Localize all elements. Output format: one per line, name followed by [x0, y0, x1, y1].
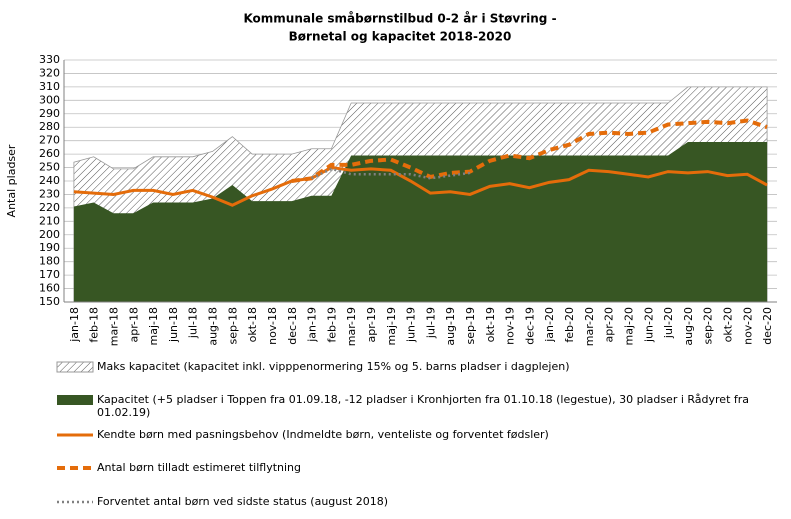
x-tick-label: jul-19 — [424, 307, 437, 339]
x-tick-label: dec-18 — [286, 307, 299, 345]
legend-label: Forventet antal børn ved sidste status (… — [97, 495, 389, 508]
y-tick-label: 170 — [39, 268, 60, 281]
x-tick-label: sep-18 — [226, 307, 239, 344]
legend-swatch — [57, 395, 93, 405]
x-tick-label: okt-19 — [484, 307, 497, 342]
x-tick-label: dec-19 — [523, 307, 536, 345]
y-tick-label: 190 — [39, 241, 60, 254]
legend-swatch — [56, 361, 94, 373]
y-tick-label: 180 — [39, 255, 60, 268]
x-tick-label: jun-19 — [405, 307, 418, 343]
x-tick-label: okt-20 — [721, 307, 734, 342]
x-tick-label: apr-20 — [603, 307, 616, 343]
area — [73, 142, 768, 302]
x-tick-label: feb-19 — [325, 307, 338, 343]
y-tick-label: 160 — [39, 282, 60, 295]
y-tick-label: 260 — [39, 147, 60, 160]
x-tick-label: dec-20 — [761, 307, 774, 345]
x-tick-label: jan-19 — [306, 307, 319, 343]
y-tick-label: 200 — [39, 228, 60, 241]
x-tick-label: apr-19 — [365, 307, 378, 343]
x-tick-label: jan-20 — [543, 307, 556, 343]
x-tick-label: maj-19 — [385, 307, 398, 345]
legend-label: Kendte børn med pasningsbehov (Indmeldte… — [97, 428, 549, 441]
legend-label: Kapacitet (+5 pladser i Toppen fra 01.09… — [97, 393, 750, 419]
y-tick-label: 240 — [39, 174, 60, 187]
x-tick-label: aug-20 — [682, 307, 695, 346]
x-tick-label: jul-18 — [187, 307, 200, 339]
x-tick-label: mar-18 — [108, 307, 121, 346]
x-tick-label: feb-20 — [563, 307, 576, 343]
y-tick-label: 310 — [39, 80, 60, 93]
x-tick-label: jun-18 — [167, 307, 180, 343]
x-tick-label: sep-19 — [464, 307, 477, 344]
y-tick-label: 270 — [39, 134, 60, 147]
x-tick-label: feb-18 — [88, 307, 101, 343]
y-tick-label: 320 — [39, 66, 60, 79]
legend-label: Maks kapacitet (kapacitet inkl. vipppeno… — [97, 360, 570, 373]
x-tick-label: jan-18 — [68, 307, 81, 343]
y-tick-label: 210 — [39, 214, 60, 227]
chart-title: Kommunale småbørnstilbud 0-2 år i Støvri… — [243, 12, 556, 26]
y-tick-label: 230 — [39, 187, 60, 200]
x-tick-label: maj-20 — [622, 307, 635, 345]
x-tick-label: jun-20 — [642, 307, 655, 343]
x-tick-label: jul-20 — [662, 307, 675, 339]
line — [73, 166, 768, 207]
x-tick-label: nov-18 — [266, 307, 279, 345]
line — [291, 118, 768, 183]
x-tick-label: sep-20 — [702, 307, 715, 344]
y-tick-label: 250 — [39, 161, 60, 174]
y-tick-label: 300 — [39, 93, 60, 106]
x-tick-label: apr-18 — [127, 307, 140, 343]
x-tick-label: aug-19 — [444, 307, 457, 346]
x-tick-label: nov-20 — [741, 307, 754, 345]
x-tick-label: nov-19 — [504, 307, 517, 345]
line — [311, 167, 471, 180]
x-tick-label: aug-18 — [207, 307, 220, 346]
chart-subtitle: Børnetal og kapacitet 2018-2020 — [289, 30, 512, 44]
y-tick-label: 280 — [39, 120, 60, 133]
y-tick-label: 290 — [39, 107, 60, 120]
y-axis-label: Antal pladser — [5, 144, 18, 217]
x-tick-label: mar-19 — [345, 307, 358, 346]
legend-label: Antal børn tilladt estimeret tilflytning — [97, 461, 301, 474]
y-tick-label: 220 — [39, 201, 60, 214]
y-tick-label: 330 — [39, 53, 60, 66]
x-tick-label: okt-18 — [246, 307, 259, 342]
x-tick-label: mar-20 — [583, 307, 596, 346]
x-tick-label: maj-18 — [147, 307, 160, 345]
y-tick-label: 150 — [39, 295, 60, 308]
